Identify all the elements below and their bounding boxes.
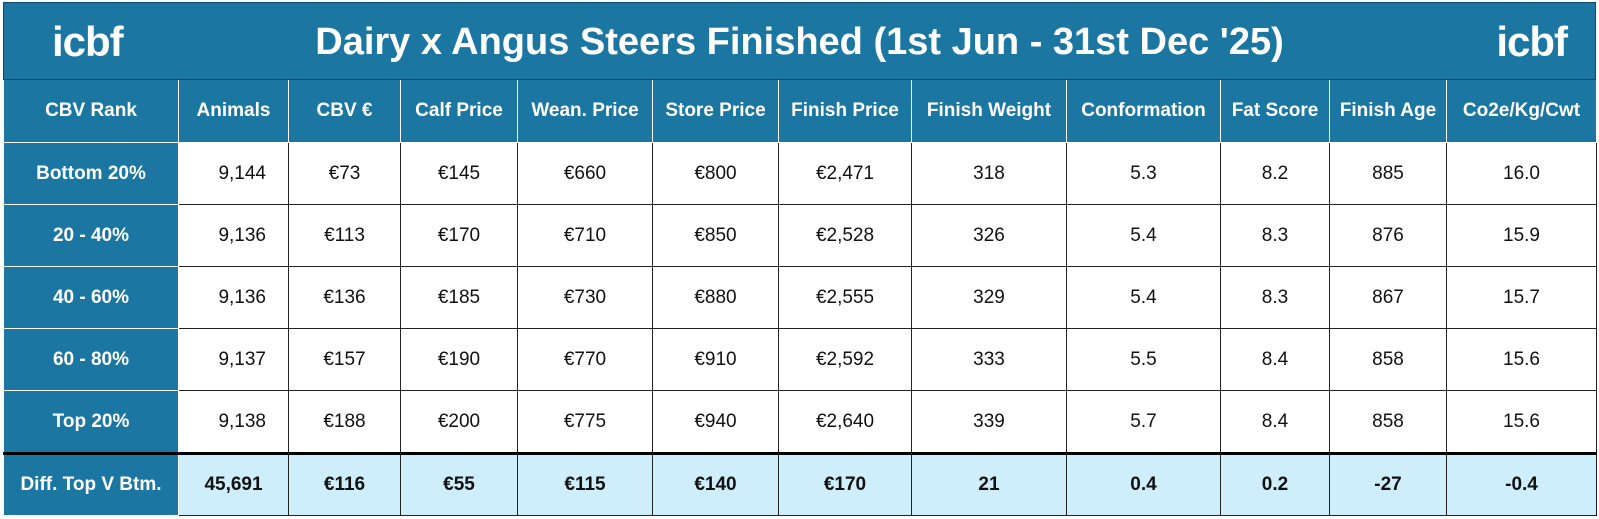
table-cell: €2,528 <box>778 204 912 267</box>
table-cell: 9,137 <box>178 328 289 391</box>
column-header: Animals <box>178 80 289 143</box>
summary-cell: €170 <box>778 452 912 516</box>
table-body: Bottom 20% 9,144 €73 €145 €660 €800 €2,471 318 5… <box>3 142 1597 516</box>
table-row: 20 - 40% 9,136 €113 €170 €710 €850 €2,528 326 5.… <box>3 204 1597 267</box>
table-cell: 326 <box>911 204 1067 267</box>
table-cell: €910 <box>652 328 779 391</box>
table-cell: 8.4 <box>1220 390 1330 454</box>
table-cell: €2,471 <box>778 142 912 205</box>
row-label: Top 20% <box>3 390 179 454</box>
table-cell: €710 <box>517 204 653 267</box>
row-label: 20 - 40% <box>3 204 179 267</box>
table-cell: €170 <box>400 204 518 267</box>
table-cell: 15.6 <box>1446 328 1597 391</box>
table-cell: 858 <box>1329 328 1447 391</box>
table-cell: 8.3 <box>1220 266 1330 329</box>
table-row: Top 20% 9,138 €188 €200 €775 €940 €2,640 339 5.7… <box>3 390 1597 454</box>
column-header: CBV € <box>288 80 401 143</box>
summary-cell: 0.2 <box>1220 452 1330 516</box>
summary-row: Diff. Top V Btm. 45,691 €116 €55 €115 €140 €17… <box>3 452 1597 516</box>
table-cell: €2,592 <box>778 328 912 391</box>
table-cell: 5.3 <box>1066 142 1221 205</box>
table-cell: 339 <box>911 390 1067 454</box>
table-cell: 16.0 <box>1446 142 1597 205</box>
table-cell: €2,555 <box>778 266 912 329</box>
table-cell: 329 <box>911 266 1067 329</box>
table-cell: 318 <box>911 142 1067 205</box>
row-label: 40 - 60% <box>3 266 179 329</box>
table-cell: €730 <box>517 266 653 329</box>
table-row: 60 - 80% 9,137 €157 €190 €770 €910 €2,592 333 5.… <box>3 328 1597 391</box>
table-cell: €145 <box>400 142 518 205</box>
summary-cell: €116 <box>288 452 401 516</box>
table-cell: 8.3 <box>1220 204 1330 267</box>
column-header: Conformation <box>1066 80 1221 143</box>
table-cell: 333 <box>911 328 1067 391</box>
title-bar: icbf Dairy x Angus Steers Finished (1st … <box>3 2 1596 80</box>
table-row: Bottom 20% 9,144 €73 €145 €660 €800 €2,471 318 5… <box>3 142 1597 205</box>
column-header: Store Price <box>652 80 779 143</box>
column-header: CBV Rank <box>3 80 179 143</box>
table-cell: €940 <box>652 390 779 454</box>
table-cell: 885 <box>1329 142 1447 205</box>
logo: icbf <box>52 18 124 65</box>
column-header: Calf Price <box>400 80 518 143</box>
table-cell: €73 <box>288 142 401 205</box>
table-cell: €775 <box>517 390 653 454</box>
table-cell: 5.4 <box>1066 266 1221 329</box>
table-row: 40 - 60% 9,136 €136 €185 €730 €880 €2,555 329 5.… <box>3 266 1597 329</box>
table-cell: 9,136 <box>178 266 289 329</box>
table-cell: 858 <box>1329 390 1447 454</box>
row-label: Diff. Top V Btm. <box>3 452 179 516</box>
row-label: Bottom 20% <box>3 142 179 205</box>
container: icbf Dairy x Angus Steers Finished (1st … <box>3 2 1597 516</box>
table-cell: 867 <box>1329 266 1447 329</box>
table-cell: 9,136 <box>178 204 289 267</box>
table-cell: 5.4 <box>1066 204 1221 267</box>
table-cell: €185 <box>400 266 518 329</box>
table-cell: €850 <box>652 204 779 267</box>
table-cell: 5.5 <box>1066 328 1221 391</box>
table-cell: 15.7 <box>1446 266 1597 329</box>
table-cell: €190 <box>400 328 518 391</box>
summary-cell: 21 <box>911 452 1067 516</box>
header-row: CBV Rank Animals CBV € Calf Price Wean. Pric… <box>3 80 1597 143</box>
summary-cell: €115 <box>517 452 653 516</box>
summary-cell: €55 <box>400 452 518 516</box>
table-cell: 9,144 <box>178 142 289 205</box>
table-cell: 15.9 <box>1446 204 1597 267</box>
table-cell: €770 <box>517 328 653 391</box>
table-cell: 876 <box>1329 204 1447 267</box>
column-header: Fat Score <box>1220 80 1330 143</box>
column-header: Co2e/Kg/Cwt <box>1446 80 1597 143</box>
table-cell: 8.2 <box>1220 142 1330 205</box>
summary-cell: -27 <box>1329 452 1447 516</box>
table-cell: €188 <box>288 390 401 454</box>
table-cell: 8.4 <box>1220 328 1330 391</box>
row-label: 60 - 80% <box>3 328 179 391</box>
table-cell: 5.7 <box>1066 390 1221 454</box>
table-cell: €157 <box>288 328 401 391</box>
table-cell: €200 <box>400 390 518 454</box>
column-header: Wean. Price <box>517 80 653 143</box>
table-cell: 9,138 <box>178 390 289 454</box>
title: Dairy x Angus Steers Finished (1st Jun -… <box>315 21 1284 63</box>
table-cell: €136 <box>288 266 401 329</box>
table-cell: €880 <box>652 266 779 329</box>
summary-cell: 0.4 <box>1066 452 1221 516</box>
table-cell: €2,640 <box>778 390 912 454</box>
table-cell: 15.6 <box>1446 390 1597 454</box>
data-table: CBV Rank Animals CBV € Calf Price Wean. Pric… <box>3 80 1597 516</box>
summary-cell: 45,691 <box>178 452 289 516</box>
table-cell: €660 <box>517 142 653 205</box>
table-cell: €113 <box>288 204 401 267</box>
summary-cell: €140 <box>652 452 779 516</box>
logo: icbf <box>1496 18 1568 65</box>
column-header: Finish Weight <box>911 80 1067 143</box>
summary-cell: -0.4 <box>1446 452 1597 516</box>
column-header: Finish Age <box>1329 80 1447 143</box>
table-cell: €800 <box>652 142 779 205</box>
column-header: Finish Price <box>778 80 912 143</box>
